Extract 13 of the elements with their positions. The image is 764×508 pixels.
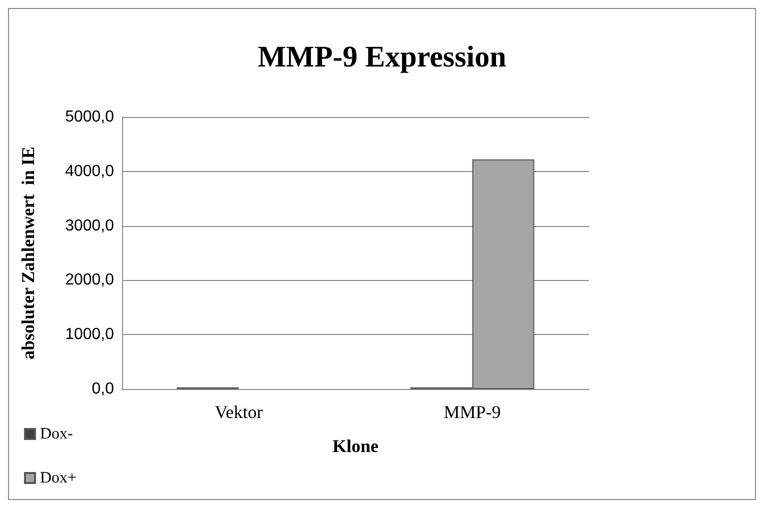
legend-label: Dox+: [40, 470, 77, 486]
chart-title: MMP-9 Expression: [258, 40, 507, 74]
y-tick-label: 3000,0: [65, 217, 114, 234]
x-tick-label: Vektor: [214, 402, 263, 422]
y-tick-label: 2000,0: [65, 272, 114, 289]
x-tick-label: MMP-9: [444, 402, 501, 422]
y-tick-label: 5000,0: [65, 108, 114, 126]
y-tick-label: 0,0: [92, 380, 114, 398]
y-tick-label: 4000,0: [65, 162, 114, 180]
y-tick-label: 1000,0: [65, 326, 114, 344]
x-axis-title: Klone: [332, 436, 379, 456]
legend-label: Dox-: [40, 426, 73, 442]
y-axis-title: absoluter Zahlenwert in IE: [18, 146, 38, 360]
